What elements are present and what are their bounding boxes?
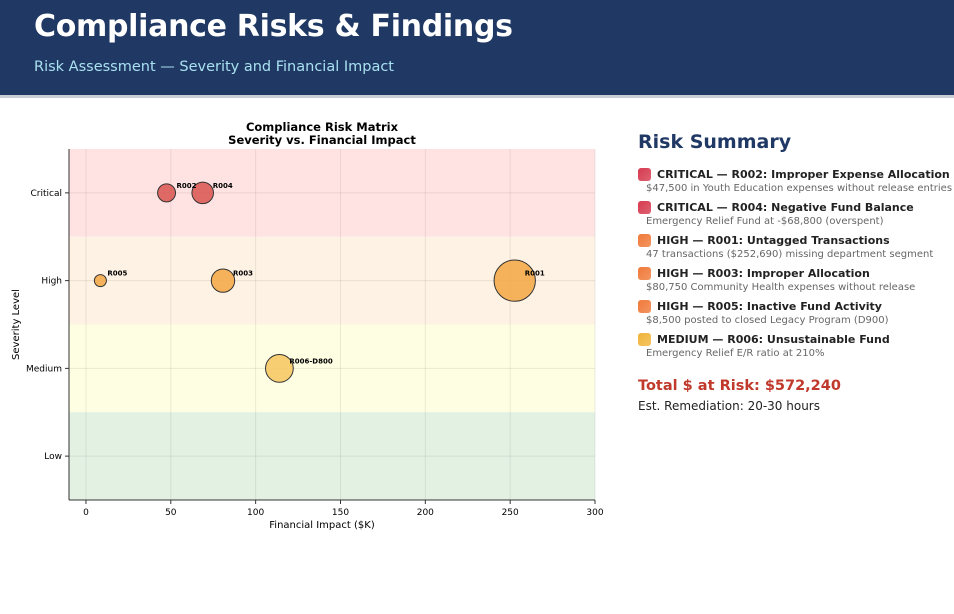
risk-summary-panel: Risk Summary CRITICAL — R002: Improper E… xyxy=(638,131,953,413)
data-point-r005 xyxy=(93,274,107,288)
chart-title: Compliance Risk Matrix xyxy=(246,120,399,134)
x-tick-label: 50 xyxy=(165,508,177,518)
x-tick-label: 100 xyxy=(247,508,264,518)
summary-item-desc: Emergency Relief Fund at -$68,800 (overs… xyxy=(646,216,884,227)
y-tick-label: Medium xyxy=(26,364,62,374)
data-label-r003: R003 xyxy=(233,270,253,278)
x-tick-label: 300 xyxy=(586,508,603,518)
data-label-r005: R005 xyxy=(107,270,127,278)
y-axis-label: Severity Level xyxy=(11,289,22,360)
summary-item: MEDIUM — R006: Unsustainable Fund Emerge… xyxy=(638,333,948,359)
severity-band-critical xyxy=(69,149,595,237)
summary-item: HIGH — R003: Improper Allocation $80,750… xyxy=(638,267,948,293)
critical-severity-icon xyxy=(638,168,651,181)
severity-band-low xyxy=(69,412,595,500)
data-point-r006-d800 xyxy=(265,353,294,383)
x-tick-label: 150 xyxy=(332,508,349,518)
total-at-risk: Total $ at Risk: $572,240 xyxy=(638,378,841,394)
page-title: Compliance Risks & Findings xyxy=(34,9,513,44)
y-tick-label: Low xyxy=(44,452,62,462)
high-severity-icon xyxy=(638,234,651,247)
high-severity-icon xyxy=(638,300,651,313)
data-point-r003 xyxy=(210,268,236,293)
x-axis-label: Financial Impact ($K) xyxy=(269,520,375,531)
summary-item-title: CRITICAL — R002: Improper Expense Alloca… xyxy=(657,168,950,181)
summary-list: CRITICAL — R002: Improper Expense Alloca… xyxy=(638,168,953,359)
remediation-estimate: Est. Remediation: 20-30 hours xyxy=(638,399,820,413)
summary-item-title: CRITICAL — R004: Negative Fund Balance xyxy=(657,201,914,214)
summary-heading: Risk Summary xyxy=(638,131,792,153)
summary-item-desc: $80,750 Community Health expenses withou… xyxy=(646,282,916,293)
summary-item-desc: $8,500 posted to closed Legacy Program (… xyxy=(646,315,889,326)
y-tick-label: High xyxy=(41,277,62,287)
severity-band-medium xyxy=(69,324,595,413)
medium-severity-icon xyxy=(638,333,651,346)
critical-severity-icon xyxy=(638,201,651,214)
summary-item-title: MEDIUM — R006: Unsustainable Fund xyxy=(657,333,890,346)
page-header: Compliance Risks & Findings Risk Assessm… xyxy=(0,0,954,98)
x-tick-label: 0 xyxy=(83,508,89,518)
page-subtitle: Risk Assessment — Severity and Financial… xyxy=(34,59,394,75)
summary-item-title: HIGH — R001: Untagged Transactions xyxy=(657,234,890,247)
summary-item-title: HIGH — R003: Improper Allocation xyxy=(657,267,870,280)
summary-item-desc: Emergency Relief E/R ratio at 210% xyxy=(646,348,825,359)
data-label-r004: R004 xyxy=(213,182,233,190)
data-point-r001 xyxy=(493,259,536,302)
summary-item-title: HIGH — R005: Inactive Fund Activity xyxy=(657,300,882,313)
high-severity-icon xyxy=(638,267,651,280)
x-tick-label: 250 xyxy=(502,508,519,518)
data-point-r002 xyxy=(157,183,177,203)
data-label-r006-d800: R006-D800 xyxy=(289,357,332,365)
summary-item: CRITICAL — R004: Negative Fund Balance E… xyxy=(638,201,948,227)
summary-item: CRITICAL — R002: Improper Expense Alloca… xyxy=(638,168,953,194)
summary-item: HIGH — R005: Inactive Fund Activity $8,5… xyxy=(638,300,948,326)
chart-subtitle: Severity vs. Financial Impact xyxy=(228,133,416,147)
y-tick-label: Critical xyxy=(31,189,62,199)
data-point-r004 xyxy=(191,181,214,205)
data-label-r001: R001 xyxy=(525,270,545,278)
x-tick-label: 200 xyxy=(417,508,434,518)
summary-item-desc: 47 transactions ($252,690) missing depar… xyxy=(646,249,934,260)
risk-matrix-chart: Compliance Risk Matrix Severity vs. Finan… xyxy=(0,112,612,542)
summary-item: HIGH — R001: Untagged Transactions 47 tr… xyxy=(638,234,948,260)
summary-item-desc: $47,500 in Youth Education expenses with… xyxy=(646,183,953,194)
data-label-r002: R002 xyxy=(177,182,197,190)
